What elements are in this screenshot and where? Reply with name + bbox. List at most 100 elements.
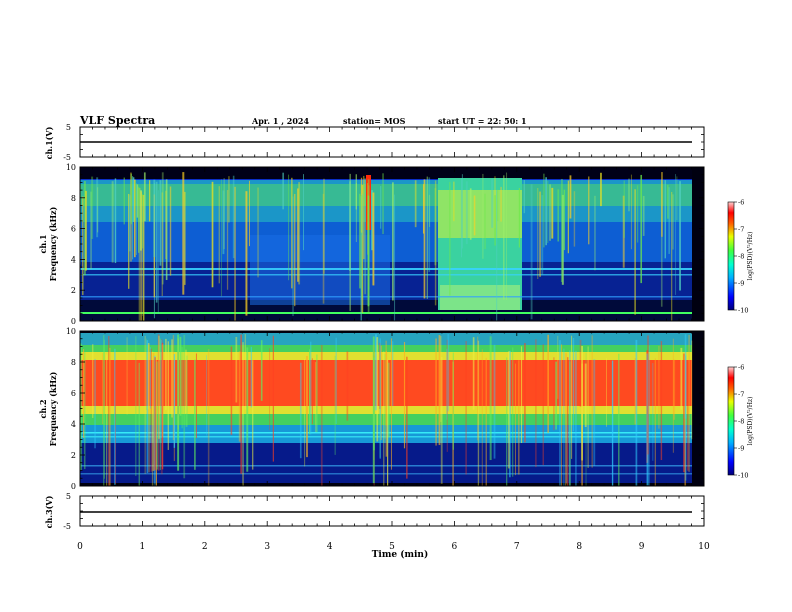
spectral-streak — [292, 196, 294, 317]
spectral-streak — [161, 342, 164, 470]
figure-title: VLF Spectra — [79, 114, 155, 127]
spectral-streak — [660, 179, 663, 307]
spectral-streak — [423, 179, 426, 299]
spectral-streak — [181, 347, 183, 429]
spectral-streak — [512, 347, 514, 477]
spectral-streak — [297, 188, 299, 282]
spectral-streak — [452, 361, 454, 486]
spectral-streak — [211, 181, 214, 288]
spectral-streak — [114, 178, 117, 264]
ch1-spectrogram-image — [80, 167, 692, 321]
spectral-streak — [594, 195, 596, 271]
spectral-streak — [97, 187, 99, 233]
spectral-streak — [376, 337, 379, 442]
spectral-streak — [623, 180, 625, 238]
spectral-streak — [90, 191, 92, 269]
spectral-streak — [542, 344, 544, 466]
spectral-streak — [537, 188, 539, 280]
spectral-streak — [360, 196, 362, 321]
spectral-streak — [114, 360, 116, 484]
spectral-streak — [567, 357, 569, 486]
ch1-voltage-ytick-bottom: -5 — [63, 153, 71, 162]
spectral-streak — [380, 186, 382, 229]
spectral-streak — [158, 335, 160, 439]
spectral-streak — [123, 177, 125, 225]
spectral-streak — [428, 194, 431, 227]
spectral-streak — [238, 351, 241, 442]
spectral-streak — [132, 177, 135, 223]
spectral-streak — [220, 179, 222, 297]
ch1-spectrogram-yticks: 0 2 4 6 8 10 — [66, 163, 704, 326]
spectral-streak — [161, 172, 164, 285]
ch1-spectrogram-spikes — [80, 172, 682, 321]
ch3-voltage-ytick-bottom: -5 — [63, 522, 71, 531]
spectral-streak — [142, 195, 145, 321]
spectral-streak — [384, 354, 386, 439]
spectral-streak — [242, 342, 244, 486]
spectral-streak — [102, 353, 104, 425]
ch1-voltage-ytick-top: 5 — [66, 123, 71, 132]
spectral-streak — [160, 340, 162, 439]
spectral-streak — [660, 341, 663, 461]
spectral-streak — [103, 335, 105, 486]
spectral-streak — [153, 179, 156, 258]
spectral-streak — [282, 172, 285, 210]
spectral-streak — [676, 176, 678, 221]
spectral-streak — [503, 175, 505, 300]
spectral-streak — [234, 186, 236, 321]
spectral-streak — [91, 344, 94, 418]
spectral-streak — [206, 355, 207, 436]
ch1-spectrogram-ylabel-channel: ch.1 — [38, 234, 48, 253]
spectral-streak — [294, 194, 296, 307]
spectral-streak — [567, 180, 569, 254]
x-tick-label: 5 — [389, 542, 395, 552]
spectral-streak — [136, 184, 139, 218]
spectral-streak — [435, 338, 437, 446]
colorbar-tick-label: -6 — [738, 199, 744, 207]
spectral-streak — [299, 362, 302, 459]
spectral-streak — [446, 348, 448, 420]
spectral-streak — [563, 348, 565, 486]
spectral-streak — [579, 339, 582, 407]
spectral-streak — [500, 186, 502, 222]
spectral-streak — [103, 339, 105, 479]
spectral-streak — [422, 184, 424, 234]
spectral-streak — [248, 180, 250, 247]
colorbar-tick-label: -10 — [738, 307, 748, 315]
spectral-streak — [472, 337, 475, 410]
spectral-streak — [235, 336, 238, 403]
spectral-streak — [223, 178, 225, 250]
spectral-streak — [108, 347, 111, 486]
x-tick-label: 0 — [77, 542, 83, 552]
spectral-streak — [559, 340, 561, 486]
spectral-streak — [183, 334, 186, 479]
spectral-streak — [165, 179, 168, 281]
ch2-colorbar-gradient — [727, 366, 735, 476]
x-tick-label: 3 — [264, 542, 270, 552]
spectral-streak — [561, 194, 564, 285]
spectral-streak — [177, 334, 180, 471]
spectral-streak — [152, 352, 155, 471]
spectral-streak — [473, 195, 476, 236]
spectral-streak — [126, 337, 128, 415]
spectral-streak — [530, 184, 533, 320]
spectral-streak — [316, 354, 318, 433]
spectral-streak — [314, 362, 317, 433]
spectral-streak — [145, 338, 147, 411]
spectral-streak — [355, 174, 357, 210]
spectral-streak — [244, 334, 246, 410]
spectral-streak — [359, 193, 361, 289]
spectral-streak — [497, 189, 499, 222]
spectral-streak — [493, 344, 496, 459]
spectral-streak — [547, 334, 549, 433]
x-tick-label: 8 — [576, 542, 582, 552]
spectral-streak — [684, 334, 687, 419]
spectral-streak — [138, 362, 141, 486]
spectral-streak — [523, 179, 526, 214]
spectral-streak — [514, 363, 516, 476]
spectral-streak — [658, 345, 660, 429]
spectral-streak — [130, 173, 132, 225]
spectral-streak — [182, 172, 185, 295]
spectral-streak — [680, 347, 683, 410]
spectral-streak — [194, 359, 196, 470]
